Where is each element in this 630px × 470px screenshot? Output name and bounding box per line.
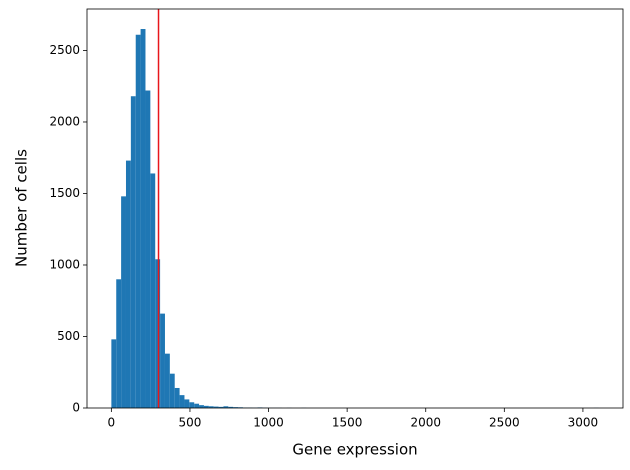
bar: [150, 173, 156, 408]
y-tick-label: 2000: [49, 114, 80, 128]
y-tick-label: 1000: [49, 257, 80, 271]
bar: [218, 406, 224, 408]
bar: [194, 403, 200, 408]
bar: [121, 196, 126, 408]
y-tick-label: 2500: [49, 43, 80, 57]
bar: [189, 402, 195, 408]
y-tick-label: 1500: [49, 186, 80, 200]
x-tick-label: 3000: [568, 416, 599, 430]
x-tick-label: 2000: [410, 416, 441, 430]
bar: [125, 160, 131, 408]
bar: [179, 395, 185, 408]
x-tick-label: 2500: [489, 416, 520, 430]
plot-frame: [86, 8, 624, 409]
x-tick-label: 500: [179, 416, 202, 430]
bar: [203, 405, 209, 408]
bar: [164, 353, 170, 408]
bar: [213, 406, 219, 408]
bar: [184, 399, 190, 408]
bar: [223, 406, 229, 408]
x-axis-label: Gene expression: [292, 441, 417, 459]
bar: [199, 405, 204, 408]
bar: [160, 313, 165, 408]
bar: [135, 34, 141, 408]
x-tick-label: 1000: [253, 416, 284, 430]
y-axis-label: Number of cells: [13, 149, 31, 267]
y-tick-label: 500: [57, 329, 80, 343]
bar: [145, 90, 151, 409]
bar: [233, 407, 239, 408]
bar: [208, 406, 214, 408]
bar: [111, 339, 117, 408]
x-tick-label: 1500: [332, 416, 363, 430]
x-tick-label: 0: [108, 416, 116, 430]
bar: [174, 387, 180, 408]
bar: [228, 406, 234, 408]
bar: [169, 373, 175, 408]
bar: [116, 279, 122, 408]
y-tick-label: 0: [72, 401, 80, 415]
bar: [140, 29, 146, 408]
bar: [155, 259, 161, 408]
bar: [130, 96, 136, 408]
